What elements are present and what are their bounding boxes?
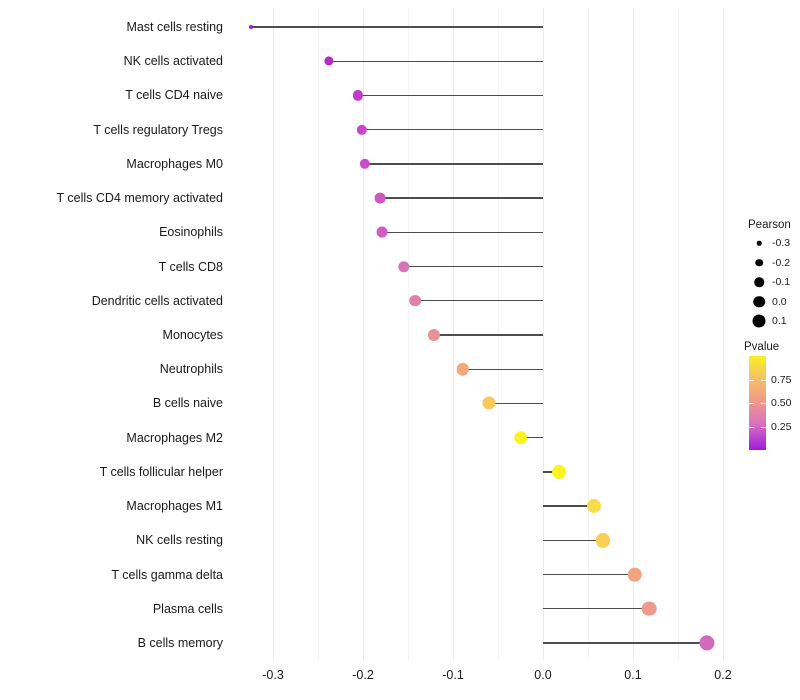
data-point[interactable]: [641, 601, 657, 617]
stem-line: [489, 402, 543, 405]
x-axis-tick-label: 0.2: [714, 668, 732, 682]
gridline-minor: [678, 8, 679, 660]
data-point[interactable]: [324, 56, 334, 66]
stem-line: [380, 197, 543, 199]
stem-line: [357, 94, 543, 97]
stem-line: [328, 60, 543, 62]
colorbar-tick-label: 0.25: [771, 420, 792, 433]
pvalue-legend-title: Pvalue: [744, 341, 780, 353]
y-axis-tick-label: Plasma cells: [152, 601, 223, 616]
data-point[interactable]: [699, 635, 715, 651]
y-axis-tick-label: Mast cells resting: [126, 19, 223, 34]
gridline-major: [723, 8, 724, 660]
colorbar-tick-label: 0.50: [771, 397, 792, 409]
data-point[interactable]: [513, 430, 528, 445]
y-axis-tick-label: T cells regulatory Tregs: [93, 122, 223, 137]
y-axis-tick-label: Monocytes: [162, 327, 223, 342]
data-point[interactable]: [428, 328, 441, 342]
gridline-major: [273, 8, 274, 660]
colorbar-tick-label: 0.75: [771, 373, 792, 386]
stem-line: [250, 26, 543, 28]
colorbar-tick-mark: [749, 379, 754, 381]
y-axis-tick-label: B cells naive: [152, 396, 223, 411]
colorbar-tick-mark: [761, 379, 766, 381]
stem-line: [364, 163, 543, 165]
data-point[interactable]: [409, 294, 422, 307]
y-axis-tick-label: NK cells resting: [136, 533, 223, 548]
stem-line: [415, 300, 543, 302]
gridline-minor: [588, 8, 589, 660]
y-axis-tick-label: B cells memory: [137, 635, 223, 650]
stem-line: [403, 265, 543, 268]
data-point[interactable]: [587, 499, 602, 514]
colorbar-tick-mark: [761, 426, 766, 428]
colorbar-tick-mark: [749, 403, 754, 404]
y-axis-tick-label: T cells CD4 naive: [125, 88, 223, 103]
y-axis-tick-label: T cells CD4 memory activated: [56, 190, 224, 205]
stem-line: [543, 573, 635, 576]
data-point[interactable]: [627, 567, 643, 582]
x-axis-tick-label: -0.2: [352, 668, 374, 682]
gridline-minor: [318, 8, 319, 660]
y-axis-tick-label: T cells follicular helper: [99, 464, 223, 479]
y-axis-tick-label: Eosinophils: [159, 225, 223, 240]
y-axis-tick-label: Macrophages M2: [126, 430, 223, 445]
pearson-legend-label: -0.1: [772, 276, 791, 288]
pearson-legend-dot: [752, 314, 766, 328]
data-point[interactable]: [352, 90, 363, 101]
data-point[interactable]: [359, 158, 370, 170]
y-axis-tick-label: Macrophages M1: [126, 498, 223, 513]
pearson-legend-dot: [756, 240, 762, 246]
y-axis-tick-label: Macrophages M0: [126, 156, 223, 171]
pearson-legend-label: -0.2: [772, 256, 791, 269]
data-point[interactable]: [482, 396, 496, 410]
stem-line: [543, 539, 604, 542]
gridline-minor: [498, 8, 499, 660]
stem-line: [543, 505, 595, 507]
data-point[interactable]: [248, 25, 253, 29]
stem-line: [543, 471, 560, 473]
pearson-legend-label: -0.3: [772, 237, 791, 249]
x-axis-tick-label: 0.1: [624, 668, 642, 682]
pearson-legend-dot: [755, 258, 763, 267]
stem-line: [462, 368, 543, 370]
colorbar-tick-mark: [749, 426, 754, 428]
gridline-major: [633, 8, 634, 660]
pearson-legend-label: 0.0: [772, 295, 787, 308]
stem-line: [434, 334, 543, 336]
x-axis-tick-label: -0.3: [262, 668, 284, 682]
gridline-major: [453, 8, 454, 660]
stem-line: [520, 436, 543, 439]
data-point[interactable]: [376, 226, 388, 238]
stem-line: [362, 128, 543, 131]
data-point[interactable]: [456, 362, 470, 376]
y-axis-tick-label: T cells gamma delta: [111, 567, 223, 582]
data-point[interactable]: [397, 260, 410, 273]
stem-line: [381, 231, 543, 234]
gridline-minor: [408, 8, 409, 660]
data-point[interactable]: [596, 533, 611, 548]
y-axis-tick-label: T cells CD8: [158, 259, 223, 274]
pearson-legend-dot: [754, 277, 764, 287]
data-point[interactable]: [356, 124, 368, 135]
pearson-legend-dot: [753, 295, 765, 308]
y-axis-tick-label: Neutrophils: [159, 361, 223, 376]
pearson-legend-title: Pearson: [748, 219, 791, 231]
y-axis-tick-label: Dendritic cells activated: [91, 293, 223, 308]
x-axis-tick-label: 0.0: [534, 668, 552, 682]
stem-line: [543, 608, 650, 610]
data-point[interactable]: [374, 192, 386, 204]
gridline-major: [543, 8, 544, 660]
gridline-major: [363, 8, 364, 660]
colorbar-tick-mark: [761, 403, 766, 404]
y-axis-tick-label: NK cells activated: [123, 53, 223, 68]
data-point[interactable]: [552, 464, 567, 479]
x-axis-tick-label: -0.1: [442, 668, 464, 682]
stem-line: [543, 642, 707, 644]
pearson-legend-label: 0.1: [772, 315, 787, 327]
